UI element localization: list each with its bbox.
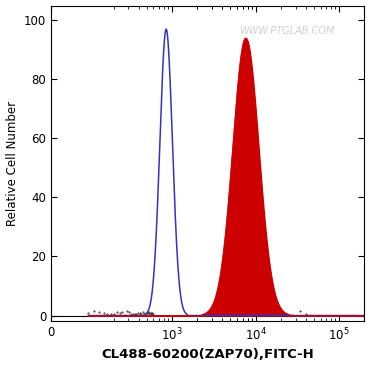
- Y-axis label: Relative Cell Number: Relative Cell Number: [6, 101, 18, 226]
- X-axis label: CL488-60200(ZAP70),FITC-H: CL488-60200(ZAP70),FITC-H: [101, 348, 314, 361]
- Text: WWW.PTGLAB.COM: WWW.PTGLAB.COM: [239, 26, 334, 36]
